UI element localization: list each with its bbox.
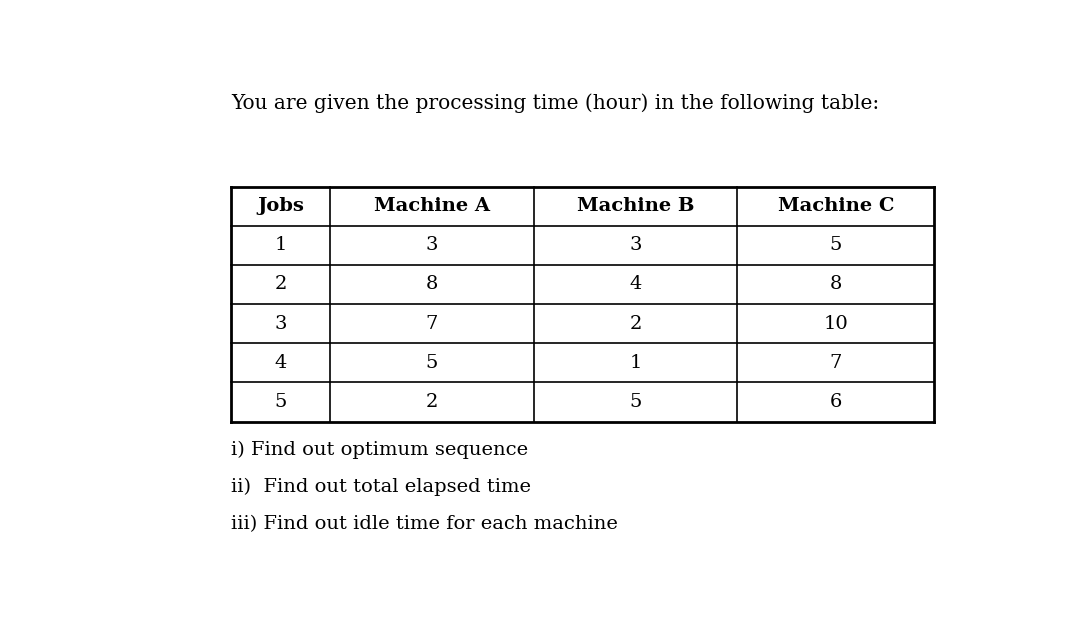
Text: 7: 7 [829,354,842,372]
Text: 8: 8 [426,275,437,293]
Text: Machine B: Machine B [577,197,694,215]
Text: iii) Find out idle time for each machine: iii) Find out idle time for each machine [231,515,618,532]
Text: Jobs: Jobs [257,197,303,215]
Text: Machine C: Machine C [778,197,894,215]
Text: 4: 4 [630,275,642,293]
Text: 5: 5 [274,393,286,411]
Text: 1: 1 [630,354,642,372]
Text: 2: 2 [274,275,286,293]
Text: 2: 2 [426,393,437,411]
Text: 6: 6 [829,393,842,411]
Text: 8: 8 [829,275,842,293]
Text: Machine A: Machine A [374,197,489,215]
Text: 5: 5 [829,236,842,254]
Text: You are given the processing time (hour) in the following table:: You are given the processing time (hour)… [231,93,879,113]
Text: 3: 3 [274,315,286,333]
Text: 1: 1 [274,236,286,254]
Text: 5: 5 [426,354,437,372]
Text: i) Find out optimum sequence: i) Find out optimum sequence [231,441,528,459]
Text: 3: 3 [426,236,437,254]
Text: 10: 10 [824,315,848,333]
Text: 2: 2 [630,315,642,333]
Text: 3: 3 [630,236,642,254]
Text: ii)  Find out total elapsed time: ii) Find out total elapsed time [231,478,531,496]
Text: 5: 5 [630,393,642,411]
Text: 7: 7 [426,315,437,333]
Text: 4: 4 [274,354,286,372]
